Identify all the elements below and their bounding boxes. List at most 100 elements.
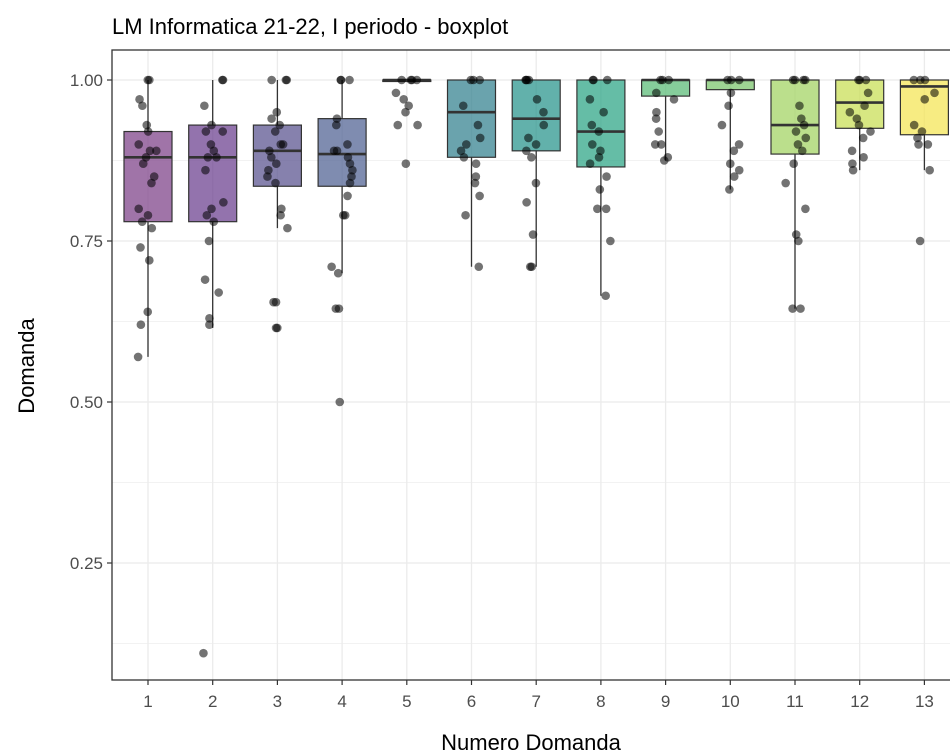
data-point <box>456 146 466 156</box>
data-point <box>283 223 292 233</box>
data-point <box>136 243 145 252</box>
data-point <box>859 152 868 162</box>
data-point <box>143 307 153 317</box>
data-point <box>412 75 422 85</box>
data-point <box>524 133 533 143</box>
data-point <box>790 75 800 85</box>
data-point <box>652 107 661 117</box>
data-point <box>923 140 933 149</box>
data-point <box>459 152 469 162</box>
x-tick-label: 5 <box>402 692 411 711</box>
box-group-4 <box>317 80 367 274</box>
data-point <box>656 140 666 149</box>
data-point <box>585 95 595 104</box>
box-group-3 <box>252 80 302 229</box>
data-point <box>594 127 604 136</box>
data-point <box>793 140 803 149</box>
data-point <box>203 152 213 162</box>
x-tick-label: 10 <box>721 692 740 711</box>
data-point <box>264 165 273 175</box>
data-point <box>401 159 411 169</box>
data-point <box>593 204 602 214</box>
data-point <box>474 262 484 272</box>
box-iqr <box>317 118 367 187</box>
data-point <box>650 140 660 149</box>
data-point <box>336 75 346 85</box>
x-tick-label: 9 <box>661 692 670 711</box>
points-layer <box>133 75 939 658</box>
x-axis-title: Numero Domanda <box>441 730 622 755</box>
data-point <box>338 210 348 220</box>
data-point <box>332 146 342 156</box>
data-point <box>391 88 401 98</box>
data-point <box>587 140 597 149</box>
data-point <box>587 120 597 130</box>
data-point <box>796 304 805 313</box>
data-point <box>920 95 930 104</box>
data-point <box>861 75 871 85</box>
data-point <box>201 165 210 175</box>
data-point <box>393 120 403 130</box>
data-point <box>794 236 803 246</box>
data-point <box>199 648 208 658</box>
data-point <box>471 159 481 169</box>
data-point <box>137 217 147 226</box>
data-point <box>725 159 735 169</box>
data-point <box>734 75 744 85</box>
data-point <box>134 204 143 214</box>
data-point <box>917 127 927 136</box>
x-tick-label: 3 <box>273 692 282 711</box>
data-point <box>267 114 276 123</box>
data-point <box>659 156 669 165</box>
data-point <box>915 236 925 246</box>
data-point <box>141 152 151 162</box>
data-point <box>725 185 734 194</box>
data-point <box>914 140 923 149</box>
data-point <box>589 75 598 85</box>
data-point <box>147 223 157 233</box>
data-point <box>276 140 286 149</box>
data-point <box>791 127 801 136</box>
data-point <box>138 101 147 111</box>
data-point <box>207 120 216 130</box>
data-point <box>475 133 485 143</box>
data-point <box>461 210 470 220</box>
data-point <box>916 75 925 85</box>
data-point <box>413 120 422 130</box>
data-point <box>343 191 352 201</box>
data-point <box>781 178 790 188</box>
data-point <box>270 127 280 136</box>
data-point <box>602 75 612 85</box>
x-tick-label: 12 <box>850 692 869 711</box>
data-point <box>207 204 216 214</box>
data-point <box>522 146 531 156</box>
data-point <box>276 210 285 220</box>
box-group-9 <box>640 78 691 161</box>
data-point <box>145 256 154 265</box>
data-point <box>658 75 667 85</box>
box-iqr <box>252 124 302 187</box>
data-point <box>345 178 355 188</box>
data-point <box>913 133 922 143</box>
y-axis-title: Domanda <box>14 318 39 414</box>
data-point <box>277 204 286 214</box>
data-point <box>281 75 291 85</box>
box-group-13 <box>899 79 950 171</box>
data-point <box>585 159 595 169</box>
data-point <box>866 127 875 136</box>
data-point <box>532 95 542 104</box>
data-point <box>909 120 919 130</box>
data-point <box>522 198 531 207</box>
data-point <box>845 107 855 117</box>
data-point <box>726 75 736 85</box>
data-point <box>930 88 939 98</box>
data-point <box>209 146 219 156</box>
data-point <box>599 107 608 117</box>
data-point <box>925 165 934 175</box>
data-point <box>788 304 797 313</box>
data-point <box>797 146 807 156</box>
box-group-7 <box>511 79 561 267</box>
x-tick-label: 4 <box>337 692 346 711</box>
data-point <box>797 114 806 123</box>
